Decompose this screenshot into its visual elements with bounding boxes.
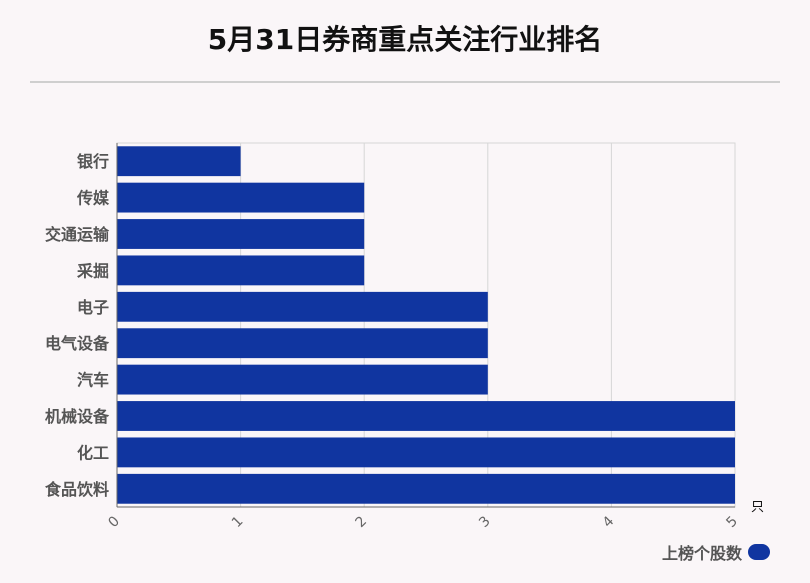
axis-unit-label: 只 xyxy=(751,500,764,515)
bar xyxy=(117,364,488,395)
tick-label: 0 xyxy=(105,513,123,531)
tick-label: 1 xyxy=(229,513,247,531)
category-label: 传媒 xyxy=(76,189,110,208)
legend-swatch xyxy=(748,544,770,560)
legend: 上榜个股数 xyxy=(662,540,770,564)
category-label: 交通运输 xyxy=(45,225,110,244)
category-label: 化工 xyxy=(77,443,109,462)
bar xyxy=(117,255,365,286)
category-label: 食品饮料 xyxy=(44,480,109,499)
category-label: 机械设备 xyxy=(45,407,110,426)
category-label: 电子 xyxy=(77,298,109,317)
bar xyxy=(117,328,488,359)
title-divider xyxy=(30,81,780,83)
chart-title: 5月31日券商重点关注行业排名 xyxy=(207,23,603,56)
bar xyxy=(117,291,488,322)
tick-label: 4 xyxy=(600,513,618,531)
bar xyxy=(117,182,365,213)
category-label: 银行 xyxy=(77,152,109,171)
bar xyxy=(117,437,735,468)
bar xyxy=(117,473,735,504)
bar xyxy=(117,219,365,249)
bar xyxy=(117,146,241,177)
tick-label: 5 xyxy=(723,513,741,531)
legend-label: 上榜个股数 xyxy=(661,544,742,563)
bar xyxy=(117,401,735,431)
tick-label: 3 xyxy=(476,513,494,531)
tick-label: 2 xyxy=(353,513,371,531)
category-label: 电气设备 xyxy=(45,334,110,353)
category-label: 采掘 xyxy=(76,261,109,280)
category-label: 汽车 xyxy=(77,371,109,390)
